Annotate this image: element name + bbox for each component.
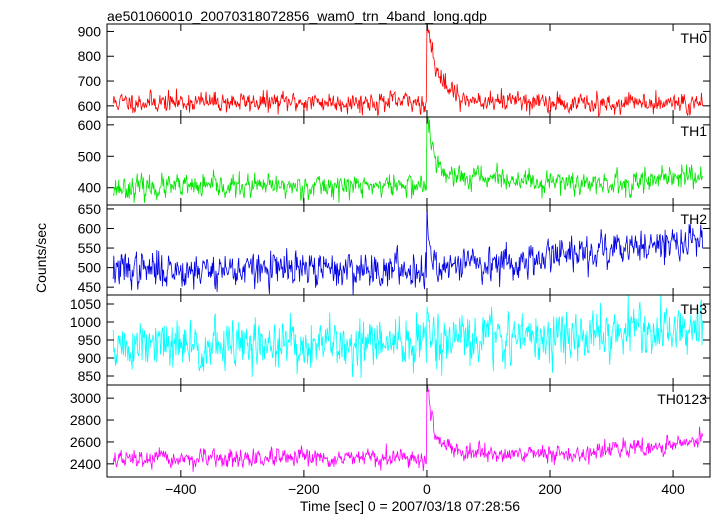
panel-th3: 850 900 950 1000 1050 TH3 [70, 294, 711, 386]
x-axis-label: Time [sec] 0 = 2007/03/18 07:28:56 [300, 498, 520, 514]
panel-th0: 600 700 800 900 TH0 [78, 23, 711, 118]
x-tick-label: 200 [538, 481, 562, 497]
y-tick-label: 700 [78, 73, 102, 89]
y-tick-label: 600 [78, 98, 102, 114]
y-tick-label: 2600 [70, 434, 101, 450]
panel-label: TH0 [681, 30, 708, 46]
y-tick-label: 900 [78, 23, 102, 39]
y-tick-label: 550 [78, 240, 102, 256]
panel-label: TH1 [681, 123, 708, 139]
y-tick-label: 800 [78, 48, 102, 64]
y-axis-label: Counts/sec [33, 223, 49, 293]
panel-label: TH0123 [657, 391, 707, 407]
y-tick-label: 600 [78, 117, 102, 133]
y-tick-label: 600 [78, 220, 102, 236]
panel-th2: 450 500 550 600 650 TH2 [78, 201, 711, 296]
series-line-th0 [112, 24, 703, 117]
y-tick-label: 2400 [70, 456, 101, 472]
panel-frame [106, 384, 711, 478]
y-tick-label: 950 [78, 332, 102, 348]
panel-frame [106, 116, 711, 206]
series-line-th3 [112, 295, 703, 379]
y-tick-label: 500 [78, 148, 102, 164]
series-line-th2 [112, 205, 703, 295]
y-tick-label: 450 [78, 279, 102, 295]
panel-label: TH3 [681, 301, 708, 317]
y-tick-label: 500 [78, 260, 102, 276]
y-tick-label: 1050 [70, 296, 101, 312]
series-line-th1 [112, 117, 703, 203]
chart-title: ae501060010_20070318072856_wam0_trn_4ban… [107, 8, 487, 24]
x-tick-label: −400 [165, 481, 197, 497]
panel-th1: 400 500 600 TH1 [78, 116, 711, 206]
x-tick-label: 400 [661, 481, 685, 497]
x-tick-label: −200 [288, 481, 320, 497]
y-tick-label: 1000 [70, 314, 101, 330]
y-tick-label: 900 [78, 350, 102, 366]
y-tick-label: 850 [78, 368, 102, 384]
panel-th0123: 2400 2600 2800 3000 TH0123 [70, 384, 711, 478]
panel-label: TH2 [681, 211, 708, 227]
series-line-th0123 [112, 385, 703, 472]
y-tick-label: 2800 [70, 412, 101, 428]
y-tick-label: 650 [78, 201, 102, 217]
x-tick-label: 0 [423, 481, 431, 497]
y-tick-label: 3000 [70, 390, 101, 406]
y-tick-label: 400 [78, 180, 102, 196]
